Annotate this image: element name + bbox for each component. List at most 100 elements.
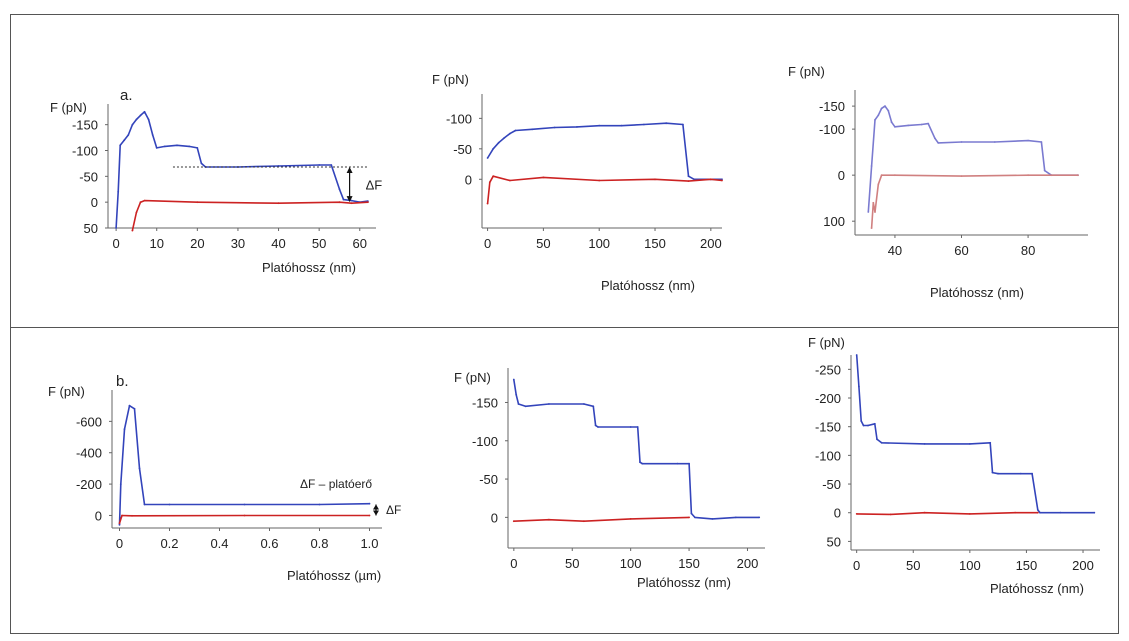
y-tick-label: -100: [446, 111, 472, 126]
figure-frame: [10, 14, 1119, 634]
data-point: [318, 164, 321, 166]
y-tick-label: 0: [491, 510, 498, 525]
x-tick-label: 100: [620, 556, 642, 571]
y-tick-label: 0: [465, 172, 472, 187]
data-point: [889, 513, 892, 516]
data-point: [598, 179, 601, 182]
data-point: [997, 472, 999, 475]
data-point: [993, 141, 996, 143]
data-point: [277, 165, 280, 167]
y-tick-label: 50: [84, 221, 98, 236]
data-point: [876, 438, 878, 441]
data-point: [131, 123, 134, 126]
x-tick-label: 50: [312, 236, 326, 251]
series-line-2: [131, 199, 368, 231]
y-tick-label: 100: [823, 214, 845, 229]
data-point: [123, 428, 126, 431]
series-line-1: [486, 122, 722, 181]
data-point: [880, 441, 883, 444]
delta-f-arrowhead-top: [373, 504, 379, 510]
data-point: [486, 202, 489, 205]
x-tick-label: 40: [271, 236, 285, 251]
x-tick-label: 150: [1016, 558, 1038, 573]
data-point: [118, 522, 121, 525]
data-point: [196, 147, 199, 149]
data-point: [1031, 472, 1033, 475]
data-point: [200, 162, 203, 165]
data-point: [877, 114, 880, 117]
data-point: [139, 114, 142, 117]
y-tick-label: -50: [79, 169, 98, 184]
x-tick-label: 100: [588, 236, 610, 251]
x-tick-label: 0: [116, 536, 123, 551]
data-point: [629, 426, 632, 428]
data-point: [907, 124, 910, 127]
data-point: [368, 514, 371, 517]
data-point: [512, 520, 515, 523]
data-point: [338, 201, 341, 204]
data-point: [923, 511, 926, 514]
delta-f-arrowhead-bottom: [346, 196, 353, 203]
y-tick-label: -200: [76, 477, 102, 492]
data-point: [874, 211, 876, 213]
data-point: [855, 513, 858, 515]
data-point: [693, 178, 695, 181]
data-point: [923, 443, 926, 445]
data-point: [867, 424, 869, 427]
series-line-1: [115, 111, 369, 229]
series-line-1: [118, 404, 370, 525]
data-point: [243, 503, 246, 506]
x-tick-label: 0.4: [210, 536, 228, 551]
data-point: [143, 199, 146, 202]
data-point: [927, 122, 930, 125]
data-point: [168, 503, 171, 506]
series-line-2: [856, 511, 1038, 516]
y-tick-label: -150: [815, 420, 841, 435]
x-tick-label: 150: [644, 236, 666, 251]
y-tick-label: -200: [815, 391, 841, 406]
y-tick-label: -400: [76, 446, 102, 461]
x-tick-label: 0: [510, 556, 517, 571]
data-point: [123, 139, 126, 142]
data-point: [517, 403, 520, 405]
data-point: [318, 503, 321, 506]
data-point: [277, 202, 280, 205]
y-tick-label: -100: [72, 144, 98, 159]
data-point: [991, 471, 994, 474]
x-tick-label: 20: [190, 236, 204, 251]
data-point: [553, 126, 556, 129]
data-point: [163, 145, 166, 148]
data-point: [639, 461, 641, 464]
series-line-1: [855, 354, 1095, 514]
chart-panel-2: 0 50 100 150 200 -100 -50 0 F (pN) Platóhossz (nm…: [432, 72, 723, 293]
x-tick-label: 100: [959, 558, 981, 573]
y-axis-label: F (pN): [788, 64, 825, 79]
data-point: [119, 483, 122, 485]
data-point: [509, 179, 511, 182]
data-point: [115, 227, 117, 229]
data-point: [676, 462, 679, 465]
data-point: [143, 110, 146, 113]
data-point: [636, 426, 639, 428]
y-tick-label: 0: [95, 508, 102, 523]
x-tick-label: 0.2: [160, 536, 178, 551]
x-tick-label: 30: [231, 236, 245, 251]
x-tick-label: 0.6: [260, 536, 278, 551]
data-point: [709, 178, 712, 181]
x-tick-label: 10: [149, 236, 163, 251]
y-axis-label: F (pN): [48, 384, 85, 399]
data-point: [1043, 169, 1046, 172]
data-point: [548, 518, 550, 521]
data-point: [687, 180, 690, 183]
data-point: [188, 145, 191, 148]
y-axis-label: F (pN): [808, 335, 845, 350]
data-point: [873, 422, 876, 425]
x-tick-label: 0: [113, 236, 120, 251]
y-tick-label: -50: [479, 472, 498, 487]
data-point: [937, 142, 940, 144]
data-point: [894, 125, 896, 128]
y-tick-label: 0: [91, 195, 98, 210]
x-tick-label: 50: [565, 556, 579, 571]
data-point: [139, 201, 142, 204]
